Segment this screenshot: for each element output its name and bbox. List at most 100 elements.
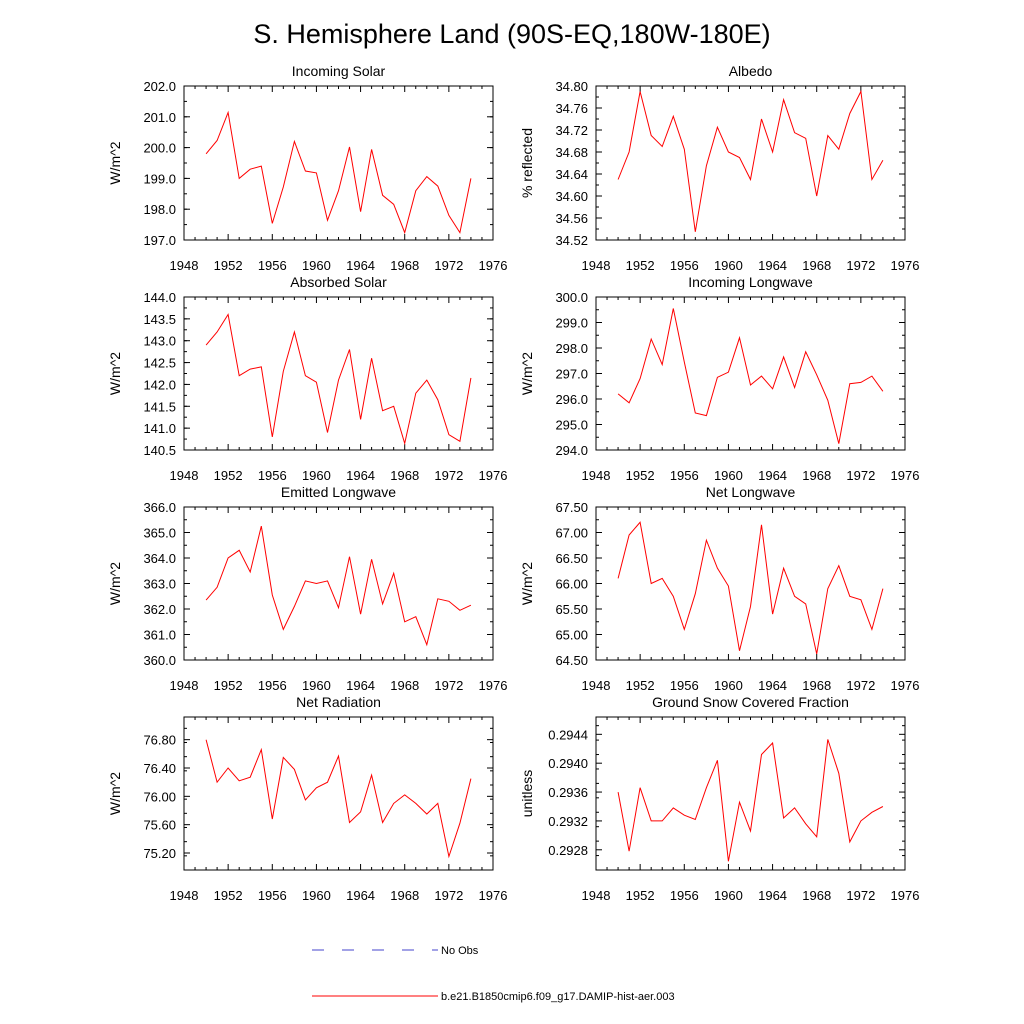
x-tick-label: 1968 (390, 888, 419, 903)
x-tick-label: 1964 (346, 678, 375, 693)
panel-6: Net Longwave 1948 1952 1956 1960 1964 1968 1972… (519, 484, 919, 693)
series-line (205, 313, 472, 446)
y-axis-label: % reflected (519, 128, 535, 198)
x-tick-label: 1952 (214, 888, 243, 903)
y-axis-label: unitless (519, 770, 535, 817)
y-tick-label: 66.00 (555, 577, 588, 592)
x-tick-label: 1976 (891, 258, 920, 273)
x-tick-label: 1976 (479, 468, 508, 483)
y-tick-label: 0.2940 (548, 756, 588, 771)
y-tick-label: 294.0 (555, 443, 588, 458)
panel-4: Incoming Longwave 1948 1952 1956 1960 1964 196… (519, 274, 919, 483)
x-tick-label: 1972 (846, 258, 875, 273)
y-tick-label: 200.0 (143, 141, 176, 156)
x-tick-label: 1948 (170, 888, 199, 903)
y-tick-label: 142.5 (143, 356, 176, 371)
x-tick-label: 1960 (302, 678, 331, 693)
y-tick-label: 366.0 (143, 500, 176, 515)
x-tick-label: 1956 (258, 468, 287, 483)
x-tick-label: 1976 (891, 468, 920, 483)
x-tick-label: 1968 (802, 888, 831, 903)
y-tick-label: 34.80 (555, 79, 588, 94)
panel-5: Emitted Longwave 1948 1952 1956 1960 1964 1968… (107, 484, 507, 693)
y-tick-label: 141.5 (143, 399, 176, 414)
series-line (617, 308, 884, 444)
x-tick-label: 1960 (302, 468, 331, 483)
x-tick-label: 1960 (302, 258, 331, 273)
plot-frame (595, 85, 906, 241)
y-tick-label: 364.0 (143, 551, 176, 566)
series-line (205, 110, 472, 235)
y-tick-label: 140.5 (143, 443, 176, 458)
y-tick-label: 0.2944 (548, 727, 588, 742)
legend-obs-label: No Obs (441, 945, 479, 957)
x-tick-label: 1960 (714, 258, 743, 273)
x-tick-label: 1952 (214, 468, 243, 483)
y-axis-label: W/m^2 (107, 141, 123, 184)
y-tick-label: 34.52 (555, 233, 588, 248)
panels: Incoming Solar 1948 1952 1956 1960 1964 1968 19… (107, 63, 919, 903)
y-tick-label: 34.60 (555, 189, 588, 204)
x-tick-label: 1968 (390, 678, 419, 693)
panel-8: Ground Snow Covered Fraction 1948 1952 1956… (519, 694, 919, 903)
x-tick-label: 1976 (891, 678, 920, 693)
plot-frame (183, 85, 494, 241)
y-axis-label: W/m^2 (107, 562, 123, 605)
y-tick-label: 202.0 (143, 79, 176, 94)
x-tick-label: 1972 (846, 468, 875, 483)
panel-2: Albedo 1948 1952 1956 1960 1964 1968 1972 1976 34… (519, 63, 919, 273)
x-tick-label: 1972 (846, 888, 875, 903)
x-tick-label: 1964 (758, 678, 787, 693)
y-tick-label: 34.76 (555, 101, 588, 116)
x-tick-label: 1952 (214, 258, 243, 273)
panel-title: Albedo (729, 63, 773, 79)
y-tick-label: 67.50 (555, 500, 588, 515)
x-tick-label: 1968 (390, 258, 419, 273)
x-tick-label: 1972 (846, 678, 875, 693)
y-tick-label: 66.50 (555, 551, 588, 566)
x-tick-label: 1964 (346, 888, 375, 903)
x-tick-label: 1968 (390, 468, 419, 483)
panel-title: Emitted Longwave (281, 484, 396, 500)
y-tick-label: 0.2936 (548, 785, 588, 800)
y-tick-label: 75.20 (143, 846, 176, 861)
panel-title: Ground Snow Covered Fraction (652, 694, 849, 710)
y-tick-label: 299.0 (555, 316, 588, 331)
y-tick-label: 296.0 (555, 392, 588, 407)
y-tick-label: 199.0 (143, 171, 176, 186)
y-axis-label: W/m^2 (107, 772, 123, 815)
x-tick-label: 1948 (582, 258, 611, 273)
y-tick-label: 76.40 (143, 761, 176, 776)
panel-title: Absorbed Solar (290, 274, 387, 290)
x-tick-label: 1956 (670, 258, 699, 273)
x-tick-label: 1948 (582, 888, 611, 903)
series-line (617, 89, 884, 232)
x-tick-label: 1964 (346, 468, 375, 483)
x-tick-label: 1956 (670, 468, 699, 483)
x-tick-label: 1964 (758, 888, 787, 903)
y-tick-label: 34.56 (555, 211, 588, 226)
legend: No Obs b.e21.B1850cmip6.f09_g17.DAMIP-hi… (312, 945, 675, 1003)
x-tick-label: 1972 (434, 258, 463, 273)
x-tick-label: 1964 (758, 468, 787, 483)
y-tick-label: 201.0 (143, 110, 176, 125)
y-tick-label: 142.0 (143, 377, 176, 392)
series-line (205, 525, 472, 647)
x-tick-label: 1964 (346, 258, 375, 273)
x-tick-label: 1960 (714, 468, 743, 483)
x-tick-label: 1956 (258, 258, 287, 273)
x-tick-label: 1964 (758, 258, 787, 273)
x-tick-label: 1976 (479, 888, 508, 903)
y-tick-label: 141.0 (143, 421, 176, 436)
x-tick-label: 1948 (582, 678, 611, 693)
y-axis-label: W/m^2 (519, 352, 535, 395)
y-tick-label: 365.0 (143, 526, 176, 541)
y-tick-label: 295.0 (555, 418, 588, 433)
y-tick-label: 197.0 (143, 233, 176, 248)
panel-1: Incoming Solar 1948 1952 1956 1960 1964 1968 19… (107, 63, 507, 273)
x-tick-label: 1956 (258, 678, 287, 693)
x-tick-label: 1968 (802, 468, 831, 483)
series-line (617, 521, 884, 655)
x-tick-label: 1952 (626, 678, 655, 693)
